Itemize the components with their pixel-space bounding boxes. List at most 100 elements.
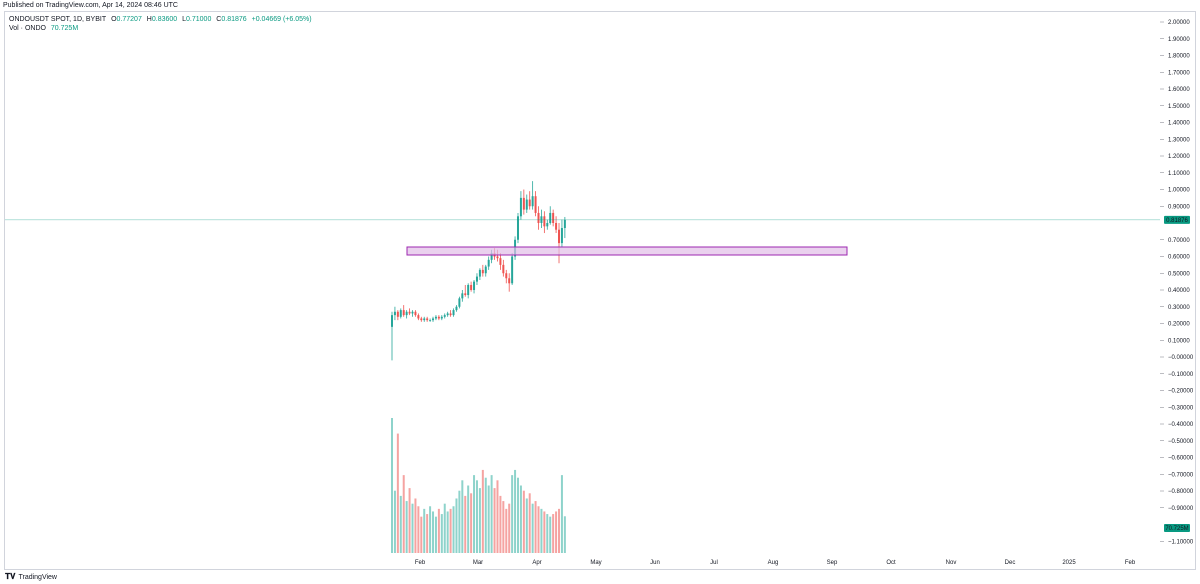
published-notice: Published on TradingView.com, Apr 14, 20…: [3, 2, 178, 9]
candle-body: [434, 316, 437, 319]
volume-row: Vol · ONDO 70.725M: [9, 24, 315, 33]
time-axis[interactable]: Feb Mar Apr May Jun Jul Aug Sep Oct Nov Dec 2025 Feb: [415, 560, 1136, 566]
price-tick-label: 0.70000: [1168, 238, 1190, 244]
time-tick-label: Aug: [768, 560, 779, 566]
price-tick-label: −0.90000: [1168, 506, 1194, 512]
candle-body: [426, 318, 429, 321]
volume-tag-text: 70.725M: [1165, 526, 1188, 532]
volume-bar: [505, 508, 508, 553]
time-tick-label: 2025: [1062, 560, 1076, 566]
close-value: C0.81876: [216, 16, 246, 23]
time-tick-label: Feb: [415, 560, 426, 566]
time-tick-label: Jun: [650, 560, 660, 566]
volume-bar: [449, 508, 452, 553]
candle-body: [531, 196, 534, 207]
candle-body: [528, 199, 531, 207]
volume-bar: [511, 475, 514, 553]
time-tick-label: Nov: [946, 560, 957, 566]
price-tick-label: −0.80000: [1168, 489, 1194, 495]
candle-body: [408, 311, 411, 314]
price-tick-label: −0.50000: [1168, 439, 1194, 445]
price-tick-label: −1.10000: [1168, 539, 1194, 545]
candle-body: [558, 229, 561, 244]
candle-body: [473, 281, 476, 290]
candle-body: [505, 273, 508, 279]
volume-bar: [434, 516, 437, 553]
open-label: O: [111, 16, 117, 23]
candle-body: [511, 256, 514, 284]
candle-body: [391, 315, 393, 327]
candle-body: [534, 196, 537, 213]
price-tick-label: 1.90000: [1168, 37, 1190, 43]
candle-body: [423, 318, 426, 321]
price-tick-label: 1.70000: [1168, 70, 1190, 76]
price-tick-label: 0.40000: [1168, 288, 1190, 294]
price-tick-label: 1.50000: [1168, 104, 1190, 110]
price-tick-label: 0.90000: [1168, 204, 1190, 210]
volume-bar: [446, 511, 449, 553]
volume-label[interactable]: Vol · ONDO: [9, 25, 46, 32]
candle-body: [414, 311, 417, 316]
volume-bar: [552, 514, 555, 553]
volume-bar: [514, 469, 517, 553]
close-label: C: [216, 16, 222, 23]
time-tick-label: Mar: [473, 560, 483, 566]
candle-body: [516, 216, 519, 240]
price-tick-label: 1.30000: [1168, 137, 1190, 143]
tradingview-logo-text: TradingView: [18, 573, 57, 581]
tradingview-logo-icon: 𝐓𝐕: [5, 572, 16, 581]
volume-bar: [443, 503, 446, 553]
open-number: 0.77207: [116, 16, 142, 23]
price-tick-label: 1.10000: [1168, 171, 1190, 177]
candle-body: [484, 266, 487, 274]
candle-body: [502, 264, 505, 274]
candle-body: [402, 310, 405, 316]
volume-bar: [516, 477, 519, 553]
volume-bar: [399, 495, 402, 553]
candle-body: [537, 212, 540, 223]
candle-body: [429, 320, 432, 321]
volume-bar: [540, 508, 543, 553]
candle-body: [499, 258, 502, 265]
candle-body: [543, 216, 546, 227]
volume-bar: [391, 418, 393, 553]
time-tick-label: Oct: [886, 560, 896, 566]
support-zone-rectangle[interactable]: [406, 246, 848, 256]
volume-bar: [534, 501, 537, 553]
tradingview-logo[interactable]: 𝐓𝐕 TradingView: [5, 572, 57, 582]
volume-bar: [484, 477, 487, 553]
volume-tag: 70.725M: [1164, 524, 1190, 532]
volume-bar: [502, 501, 505, 553]
symbol-label[interactable]: ONDOUSDT SPOT, 1D, BYBIT: [9, 16, 107, 23]
time-tick-label: Dec: [1005, 560, 1016, 566]
volume-bar: [470, 493, 473, 553]
candle-body: [393, 311, 396, 316]
price-tick-label: −0.20000: [1168, 389, 1194, 395]
ohlc-row: ONDOUSDT SPOT, 1D, BYBIT O0.77207 H0.836…: [9, 15, 315, 24]
volume-bar: [464, 495, 467, 553]
candle-body: [478, 269, 481, 277]
volume-bar: [414, 498, 417, 553]
volume-bar: [525, 498, 528, 553]
candle-body: [555, 223, 558, 230]
price-tick-label: −0.70000: [1168, 472, 1194, 478]
volume-bar: [417, 506, 420, 553]
candle-body: [464, 293, 467, 296]
price-axis[interactable]: 2.00000 1.90000 1.80000 1.70000 1.60000 1.500…: [1160, 20, 1194, 545]
candle-body: [458, 298, 461, 307]
volume-value: 70.725M: [50, 25, 79, 32]
candle-body: [437, 316, 440, 319]
chart-frame: [4, 11, 1196, 570]
price-tick-label: 1.20000: [1168, 154, 1190, 160]
volume-bar: [411, 503, 414, 553]
volume-bar: [537, 506, 540, 553]
price-tick-label: 0.60000: [1168, 255, 1190, 261]
volume-bar: [487, 485, 490, 553]
last-price-tag: 0.81876: [1164, 215, 1190, 224]
time-tick-label: Jul: [710, 560, 718, 566]
candle-body: [443, 315, 446, 317]
price-tick-label: −0.40000: [1168, 422, 1194, 428]
volume-bar: [519, 485, 522, 553]
volume-bar: [429, 506, 432, 553]
